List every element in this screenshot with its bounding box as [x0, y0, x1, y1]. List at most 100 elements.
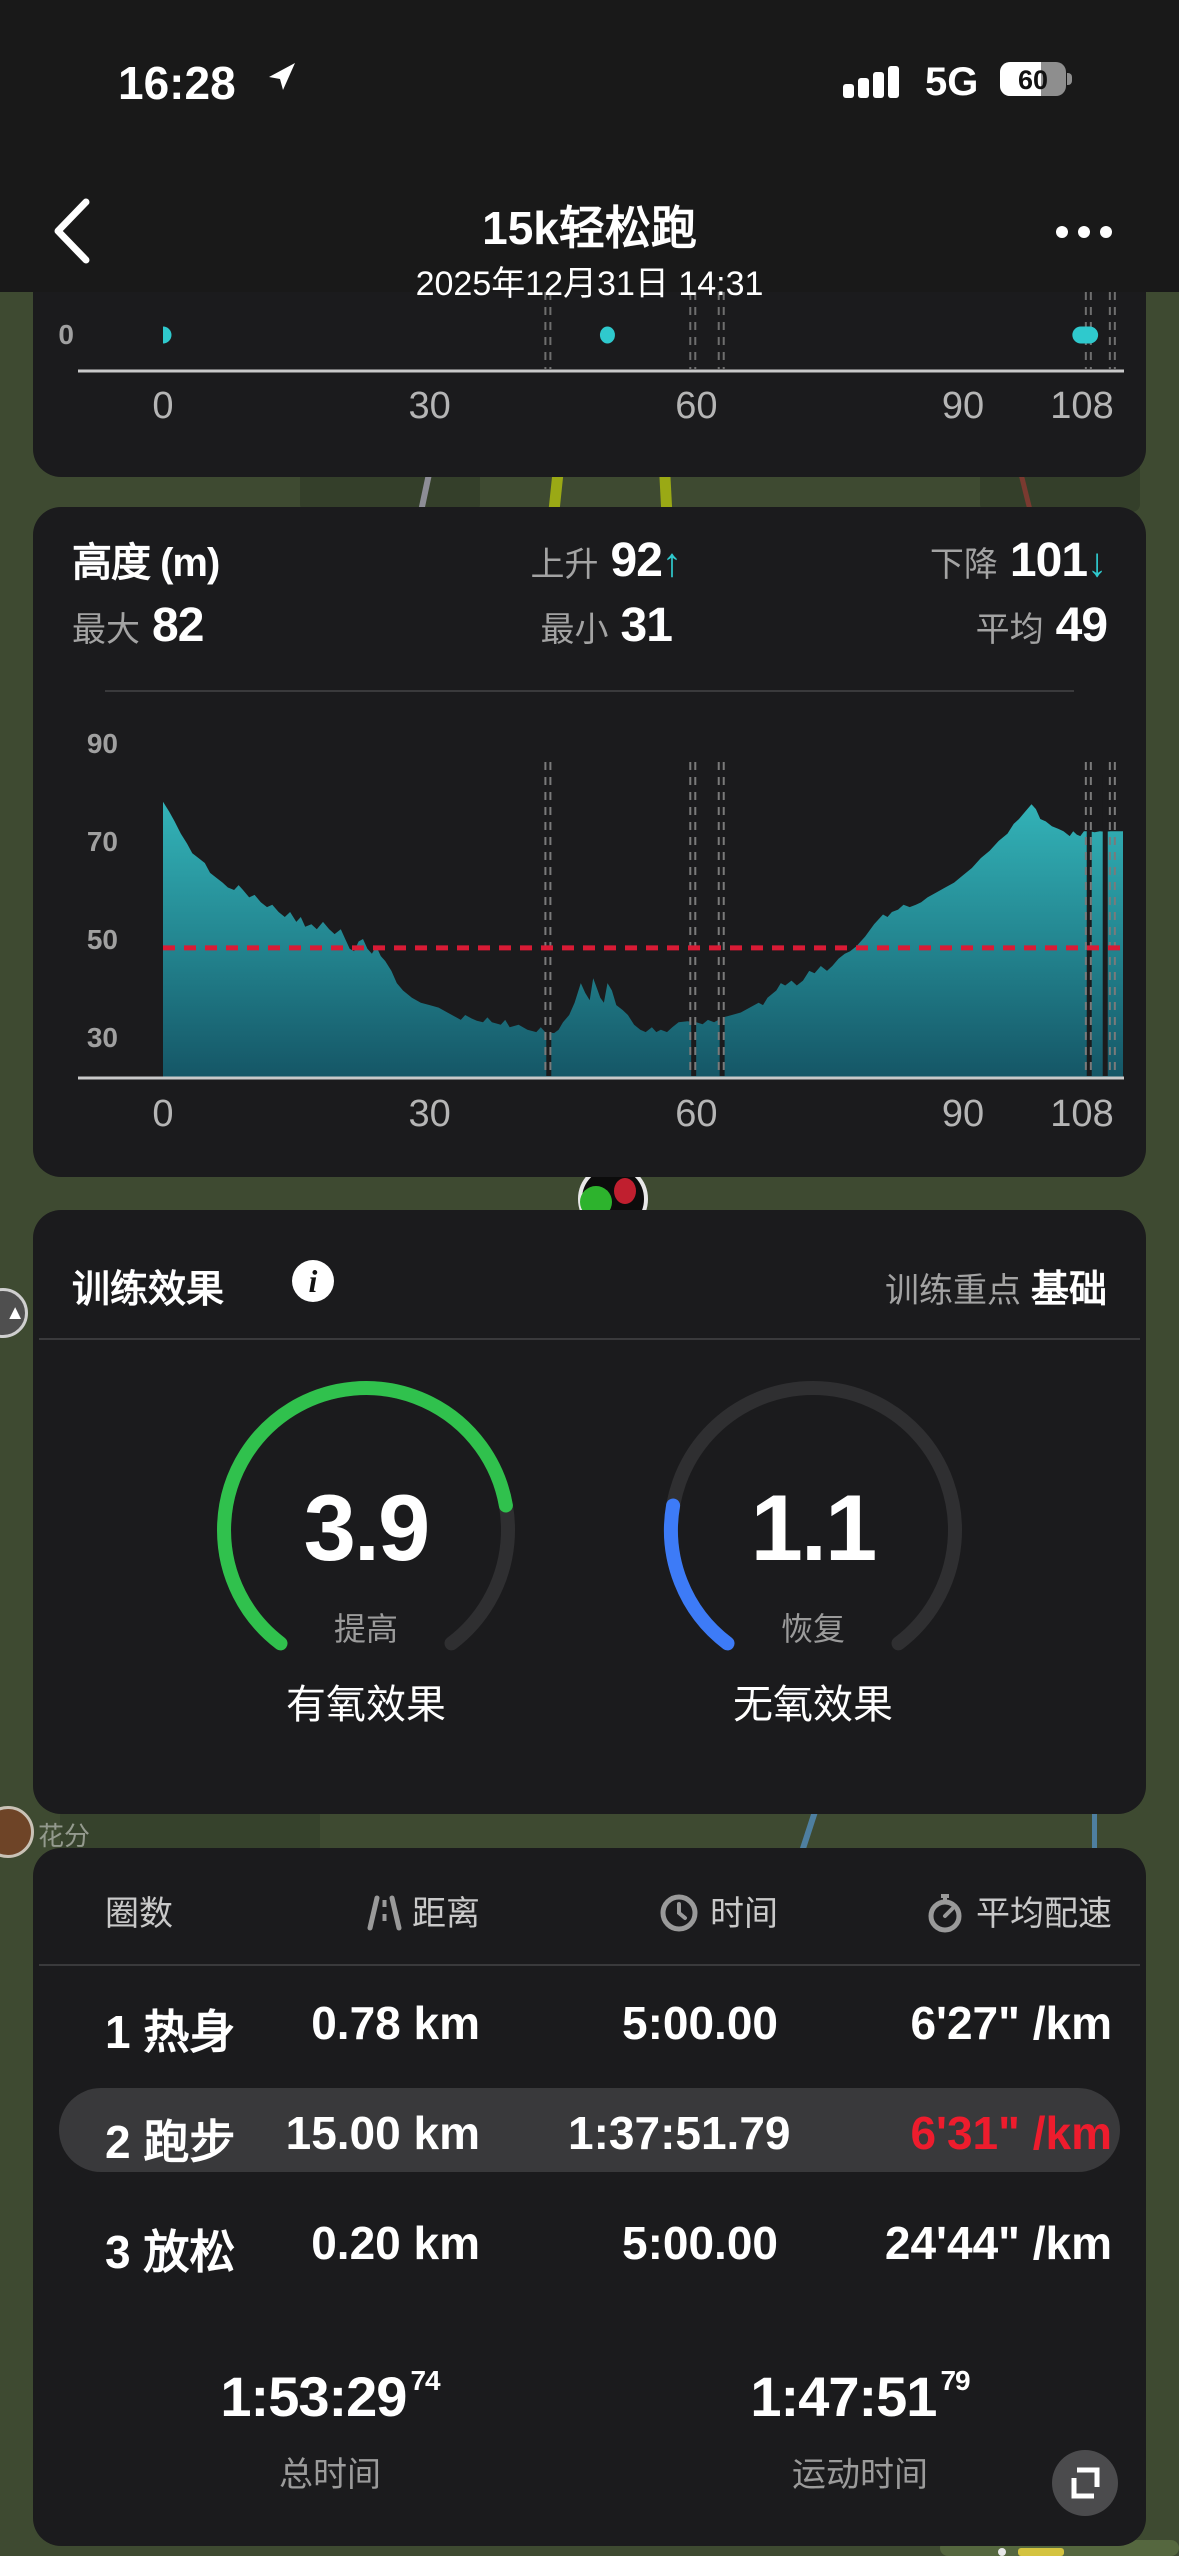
activity-datetime: 2025年12月31日 14:31 [415, 265, 764, 303]
total-time-label: 总时间 [279, 2456, 381, 2494]
svg-text:30: 30 [409, 385, 451, 427]
training-focus-value: 基础 [1030, 1269, 1107, 1311]
svg-text:30: 30 [409, 1093, 451, 1135]
aerobic-gauge [217, 1381, 515, 1651]
training-effect-title: 训练效果 [72, 1269, 225, 1311]
up-arrow-icon: ↑ [661, 541, 682, 585]
ellipsis-icon [1100, 226, 1112, 238]
svg-text:0: 0 [152, 1093, 173, 1135]
battery-percent: 60 [1017, 65, 1049, 95]
moving-time-label: 运动时间 [792, 2456, 928, 2494]
laps-header-lap-label: 圈数 [105, 1895, 173, 1933]
moving-time-value: 1:47:51 79 [750, 2365, 970, 2428]
anaerobic-sublabel: 恢复 [780, 1611, 845, 1647]
aerobic-effect-block: 3.9 提高 有氧效果 [166, 1478, 566, 1730]
aerobic-label: 有氧效果 [286, 1683, 446, 1727]
map-road-badge [1018, 2548, 1064, 2556]
svg-text:70: 70 [87, 826, 118, 857]
min-value: 31 [620, 599, 673, 652]
svg-text:108: 108 [1050, 1093, 1113, 1135]
lap-distance: 15.00 km [285, 2107, 480, 2159]
map-river [1092, 1804, 1097, 1856]
lap-distance: 0.78 km [311, 1997, 480, 2049]
laps-header-lap: 圈数 [105, 1886, 173, 1942]
max-label: 最大 [72, 611, 140, 649]
ascent-value: 92 [610, 534, 663, 587]
avg-value: 49 [1055, 599, 1108, 652]
elevation-stats-row1: 高度 (m) 上升 92 ↑ 下降 101 ↓ [72, 530, 1107, 588]
chevron-left-icon [54, 198, 90, 264]
avg-label: 平均 [975, 611, 1044, 649]
activity-title: 15k轻松跑 [482, 202, 697, 254]
aerobic-value: 3.9 [303, 1475, 431, 1580]
anaerobic-effect-block: 1.1 恢复 无氧效果 [613, 1478, 1013, 1730]
laps-header-distance: 距离 [330, 1886, 480, 1942]
total-time-fraction: 74 [410, 2365, 440, 2396]
stopwatch-icon [928, 1894, 962, 1933]
lap-pace: 6'31" /km [910, 2107, 1112, 2159]
location-arrow-icon [269, 63, 295, 90]
route-marker-red [614, 1178, 636, 1204]
anaerobic-label: 无氧效果 [733, 1683, 893, 1727]
svg-text:30: 30 [87, 1022, 118, 1053]
elevation-chart[interactable]: 30 50 70 90 0 30 60 90 108 [33, 700, 1146, 1145]
cellular-signal-icon [843, 64, 913, 100]
lap-strip-chart[interactable]: 0 0 30 60 90 108 [33, 292, 1146, 477]
total-time-block: 1:53:29 74 总时间 [120, 2364, 540, 2496]
down-arrow-icon: ↓ [1087, 541, 1108, 585]
laps-header-time-label: 时间 [710, 1895, 778, 1933]
anaerobic-gauge [664, 1381, 962, 1651]
lap-name: 1 热身 [105, 2006, 236, 2058]
lap-distance: 0.20 km [311, 2217, 480, 2269]
svg-text:0: 0 [152, 385, 173, 427]
lap-time: 1:37:51.79 [568, 2107, 791, 2159]
svg-text:60: 60 [675, 1093, 717, 1135]
divider [105, 690, 1074, 692]
lap-name: 2 跑步 [105, 2116, 236, 2168]
lap-name: 3 放松 [105, 2226, 236, 2278]
svg-text:90: 90 [942, 1093, 984, 1135]
moving-time-block: 1:47:51 79 运动时间 [650, 2364, 1070, 2496]
lap-row-highlight[interactable] [59, 2088, 1120, 2172]
divider [39, 1338, 1140, 1340]
battery-icon: 60 [1000, 62, 1072, 96]
more-menu-button[interactable] [1040, 204, 1130, 254]
min-label: 最小 [540, 611, 609, 649]
max-value: 82 [152, 599, 204, 652]
back-button[interactable] [50, 196, 110, 266]
map-poi-label: 花分 [38, 1821, 91, 1851]
divider [39, 1964, 1140, 1966]
clock-icon [660, 1894, 698, 1932]
status-time: 16:28 [118, 57, 236, 109]
training-focus: 训练重点 基础 [885, 1258, 1107, 1313]
svg-text:90: 90 [942, 385, 984, 427]
road-icon [367, 1895, 402, 1931]
lap-strip-chart-card [33, 292, 1146, 477]
laps-header-pace: 平均配速 [912, 1886, 1112, 1942]
moving-time-fraction: 79 [940, 2365, 970, 2396]
lap-time: 5:00.00 [621, 2217, 778, 2269]
laps-header-pace-label: 平均配速 [976, 1895, 1112, 1933]
laps-header-time: 时间 [618, 1886, 778, 1942]
svg-text:108: 108 [1050, 385, 1113, 427]
training-focus-label: 训练重点 [884, 1272, 1021, 1310]
descent-value: 101 [1009, 534, 1088, 587]
svg-text:90: 90 [87, 728, 118, 759]
total-time-value: 1:53:29 74 [220, 2365, 440, 2428]
ellipsis-icon [1056, 226, 1068, 238]
map-poi-brown [0, 1806, 34, 1858]
svg-text:60: 60 [675, 385, 717, 427]
descent-label: 下降 [929, 546, 998, 584]
expand-icon [1071, 2467, 1100, 2499]
elevation-stats-row2: 最大 82 最小 31 平均 49 [72, 598, 1108, 653]
svg-text:0: 0 [58, 319, 74, 350]
header: 16:28 5G 60 15k轻松跑 2025年12月31日 14:31 [0, 0, 1179, 303]
expand-button[interactable] [1052, 2450, 1118, 2516]
network-type: 5G [925, 60, 979, 104]
aerobic-sublabel: 提高 [333, 1611, 398, 1647]
info-icon[interactable]: i [292, 1260, 334, 1302]
map-terrain-patch [60, 1808, 320, 1854]
laps-header-distance-label: 距离 [412, 1895, 480, 1933]
map-poi-dot [998, 2548, 1006, 2556]
